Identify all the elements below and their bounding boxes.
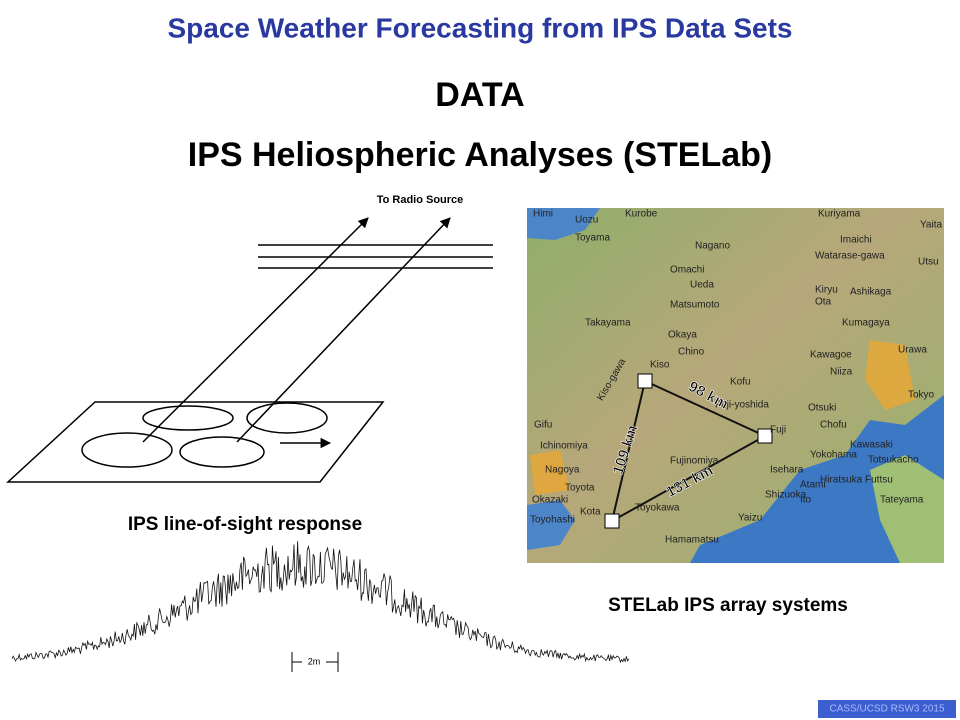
- station-marker: [604, 513, 620, 529]
- footer-box: [818, 700, 956, 718]
- scintillation-trace: [11, 541, 630, 664]
- map-label: Nagano: [695, 241, 730, 252]
- baseline: [644, 380, 766, 437]
- heading: DATA: [435, 76, 524, 114]
- map-label: Futtsu: [865, 475, 893, 486]
- baseline: [611, 380, 646, 522]
- map-label: Chofu: [820, 420, 847, 431]
- scale-label: 2m: [308, 656, 321, 666]
- map-label: Totsukacho: [868, 455, 919, 466]
- diagram-caption: IPS line-of-sight response: [128, 514, 362, 535]
- map-label: Kawasaki: [850, 440, 893, 451]
- map-label: Toyota: [565, 483, 595, 494]
- map-label: Yaizu: [738, 513, 762, 524]
- map-label: Omachi: [670, 265, 704, 276]
- urban-area: [530, 450, 570, 495]
- urban-area: [865, 340, 915, 410]
- antenna: [179, 436, 265, 468]
- map-label: Yokohama: [810, 450, 857, 461]
- map-label: Kawagoe: [810, 350, 852, 361]
- map-label: Chino: [678, 347, 705, 358]
- map-label: Imaichi: [840, 235, 872, 246]
- map-label: Niiza: [830, 367, 853, 378]
- baseline: [611, 435, 766, 522]
- map-label: Utsu: [918, 257, 939, 268]
- slide-title: Space Weather Forecasting from IPS Data …: [167, 12, 792, 43]
- map-label: Fuji: [770, 425, 786, 436]
- map-label: Toyama: [575, 233, 610, 244]
- map-label: Shizuoka: [765, 490, 807, 501]
- map-label: Nagoya: [545, 465, 580, 476]
- antenna: [246, 402, 328, 434]
- map-caption: STELab IPS array systems: [608, 595, 848, 616]
- map-label: Okazaki: [532, 495, 568, 506]
- map-label: Ueda: [690, 280, 714, 291]
- map-label: Kumagaya: [842, 318, 890, 329]
- map-label: Ichinomiya: [540, 441, 588, 452]
- source-label: To Radio Source: [377, 194, 464, 206]
- map-label: Gifu: [534, 420, 552, 431]
- map-label: Kofu: [730, 377, 751, 388]
- map-label: Kurobe: [625, 209, 658, 220]
- map-label: Otsuki: [808, 403, 836, 414]
- map-label: Atami: [800, 480, 826, 491]
- trace-line: [11, 541, 630, 664]
- heading: IPS Heliospheric Analyses (STELab): [188, 136, 772, 174]
- map-label: Toyohashi: [530, 515, 575, 526]
- map-label: Urawa: [898, 345, 927, 356]
- map-label: Ito: [800, 495, 812, 506]
- scale-bar: [291, 652, 339, 672]
- station-marker: [757, 428, 773, 444]
- map-label: Tateyama: [880, 495, 924, 506]
- map-label: Isehara: [770, 465, 804, 476]
- map-label: Matsumoto: [670, 300, 720, 311]
- bay: [527, 500, 575, 550]
- antenna: [142, 405, 234, 431]
- map-label: Yaita: [920, 220, 942, 231]
- ground-plane: [6, 401, 385, 483]
- map-label: Tokyo: [908, 390, 935, 401]
- antenna: [81, 432, 173, 468]
- map-label: Kota: [580, 507, 601, 518]
- map-label: Fuji-yoshida: [715, 400, 769, 411]
- map-label: Takayama: [585, 318, 631, 329]
- map-label: Hiratsuka: [820, 475, 863, 486]
- ips-diagram: [6, 217, 493, 483]
- footer: CASS/UCSD RSW3 2015: [829, 704, 944, 715]
- map-label: Ashikaga: [850, 287, 892, 298]
- map: Himi Uozu Kurobe Kuriyama Yaita Toyama Nagano I…: [527, 208, 944, 563]
- map-label: Himi: [533, 209, 553, 220]
- map-label: Hamamatsu: [665, 535, 719, 546]
- map-label: Ota: [815, 297, 832, 308]
- line-of-sight: [236, 217, 451, 443]
- line-of-sight: [142, 217, 369, 443]
- sea: [527, 208, 600, 240]
- map-label: Uozu: [575, 215, 598, 226]
- map-label: Okaya: [668, 330, 697, 341]
- peninsula: [870, 455, 944, 563]
- map-label: Kuriyama: [818, 209, 861, 220]
- map-label: Kiryu: [815, 285, 838, 296]
- map-label: Fujinomiya: [670, 456, 719, 467]
- station-marker: [637, 373, 653, 389]
- map-label: Watarase-gawa: [815, 251, 885, 262]
- map-label: Kiso: [650, 360, 670, 371]
- map-label: Toyokawa: [635, 503, 680, 514]
